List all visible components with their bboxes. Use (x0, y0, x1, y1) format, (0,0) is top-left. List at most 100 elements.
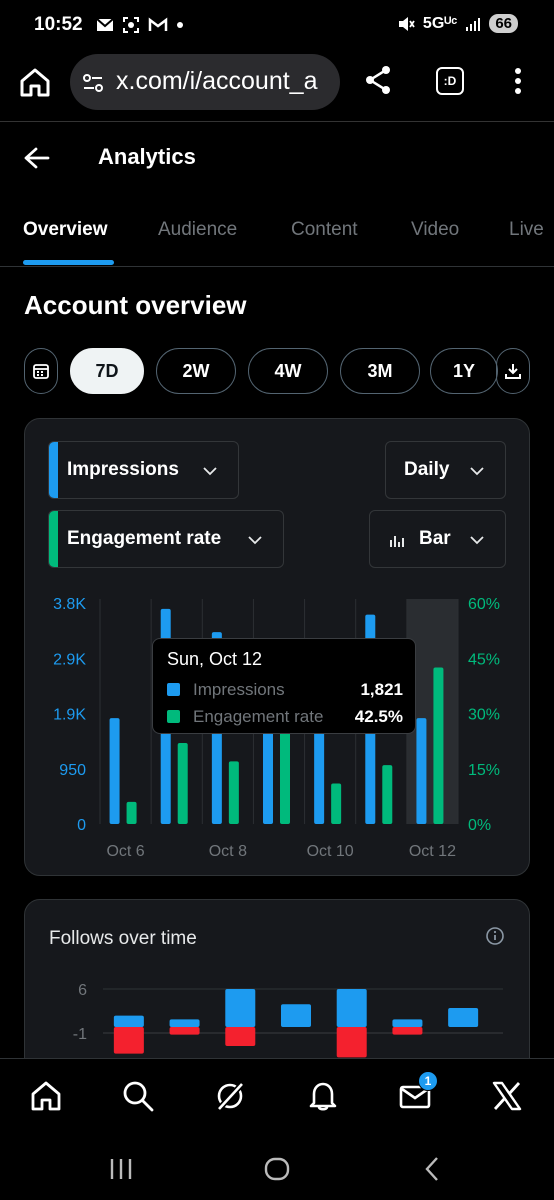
mute-icon (398, 16, 415, 31)
export-button[interactable] (496, 348, 530, 394)
gmail-icon (148, 17, 168, 31)
metric1-color-stripe (49, 442, 58, 498)
tooltip-series-name: Impressions (193, 680, 285, 699)
range-7d-button[interactable]: 7D (70, 348, 144, 394)
range-4w-button[interactable]: 4W (248, 348, 328, 394)
back-arrow-icon[interactable] (22, 146, 50, 170)
follows-bar (336, 989, 367, 1027)
y-tick-label: 6 (78, 982, 87, 999)
range-2w-button[interactable]: 2W (156, 348, 236, 394)
x-tick-label: Oct 12 (409, 843, 456, 860)
unfollows-bar (169, 1027, 200, 1035)
engagement-bar (280, 713, 290, 824)
metric2-color-stripe (49, 511, 58, 567)
y-right-tick-label: 30% (468, 707, 500, 724)
share-icon[interactable] (362, 64, 394, 96)
download-icon (505, 364, 521, 379)
chevron-down-icon (248, 536, 262, 545)
y-left-tick-label: 950 (59, 762, 86, 779)
info-icon[interactable] (485, 926, 505, 946)
chart-type-dropdown[interactable]: Bar (369, 510, 506, 568)
browser-toolbar: x.com/i/account_a :D (0, 52, 554, 122)
analytics-tabs: Overview Audience Content Video Live (0, 200, 554, 267)
impressions-bar (416, 718, 427, 824)
back-button-icon[interactable] (418, 1154, 448, 1184)
follows-bar (392, 1019, 423, 1027)
chart-type-label: Bar (419, 528, 451, 549)
engagement-bar (331, 783, 342, 824)
bar-chart-icon (390, 536, 404, 547)
tooltip-row-impressions: Impressions 1,821 (167, 679, 403, 701)
calendar-icon (33, 364, 49, 379)
interval-dropdown[interactable]: Daily (385, 441, 506, 499)
nav-search-icon[interactable] (121, 1079, 155, 1113)
y-right-tick-label: 15% (468, 762, 500, 779)
messages-badge: 1 (418, 1071, 438, 1091)
status-time: 10:52 (34, 14, 83, 35)
nav-grok-icon[interactable] (213, 1079, 247, 1113)
x-tick-label: Oct 8 (209, 843, 247, 860)
section-title: Account overview (24, 290, 247, 320)
follows-card: Follows over time 6 -1 (24, 899, 530, 1079)
tooltip-series-name: Engagement rate (193, 707, 324, 726)
y-right-tick-label: 45% (468, 651, 500, 668)
more-menu-icon[interactable] (510, 66, 526, 96)
chevron-down-icon (203, 467, 217, 476)
screenshot-icon (123, 17, 139, 33)
tab-live[interactable]: Live (509, 219, 544, 240)
y-tick-label: -1 (73, 1026, 87, 1043)
date-picker-button[interactable] (24, 348, 58, 394)
url-text[interactable]: x.com/i/account_a (116, 67, 318, 95)
engagement-bar (433, 667, 444, 824)
range-3m-button[interactable]: 3M (340, 348, 420, 394)
status-bar: 10:52 5Gᵁᶜ 66 (0, 0, 554, 52)
metric1-dropdown[interactable]: Impressions (48, 441, 239, 499)
tooltip-date: Sun, Oct 12 (167, 649, 263, 669)
metric2-dropdown[interactable]: Engagement rate (48, 510, 284, 568)
site-settings-icon[interactable] (82, 72, 104, 94)
dot-icon (177, 22, 183, 28)
tab-audience[interactable]: Audience (158, 219, 238, 240)
engagement-bar (126, 801, 137, 824)
tooltip-series-value: 1,821 (360, 680, 403, 699)
nav-x-logo-icon[interactable] (490, 1079, 524, 1113)
url-bar[interactable]: x.com/i/account_a (70, 54, 340, 110)
active-tab-indicator (23, 260, 114, 265)
x-tick-label: Oct 10 (307, 843, 354, 860)
y-left-tick-label: 2.9K (53, 651, 86, 668)
nav-notifications-icon[interactable] (306, 1079, 340, 1113)
y-left-tick-label: 3.8K (53, 596, 86, 613)
follows-chart[interactable]: 6 -1 (25, 900, 530, 1079)
nav-home-icon[interactable] (29, 1079, 63, 1113)
page-title: Analytics (98, 144, 196, 169)
tab-overview[interactable]: Overview (23, 219, 108, 240)
chevron-down-icon (470, 536, 484, 545)
nav-messages-icon[interactable] (398, 1079, 432, 1113)
y-right-tick-label: 60% (468, 596, 500, 613)
tab-switcher-button[interactable]: :D (436, 67, 464, 95)
battery-level: 66 (489, 14, 518, 33)
impressions-bar (109, 718, 120, 824)
home-button-icon[interactable] (262, 1154, 292, 1184)
unfollows-bar (225, 1027, 256, 1046)
tooltip-row-engagement: Engagement rate 42.5% (167, 706, 403, 728)
chart-tooltip: Sun, Oct 12 Impressions 1,821 Engagement… (152, 638, 416, 734)
tab-content[interactable]: Content (291, 219, 358, 240)
interval-label: Daily (404, 459, 450, 480)
engagement-bar (228, 761, 239, 824)
metric1-label: Impressions (67, 459, 179, 480)
tooltip-series-value: 42.5% (354, 707, 403, 726)
home-icon[interactable] (18, 65, 52, 99)
chevron-down-icon (470, 467, 484, 476)
app-header: Analytics (0, 122, 554, 192)
signal-icon (466, 17, 481, 31)
follows-bar (281, 1004, 311, 1027)
network-indicator: 5Gᵁᶜ (422, 14, 458, 32)
follows-bar (448, 1008, 479, 1027)
engagement-bar (382, 765, 393, 824)
tab-video[interactable]: Video (411, 219, 460, 240)
recents-icon[interactable] (106, 1154, 136, 1184)
unfollows-bar (392, 1027, 423, 1035)
range-1y-button[interactable]: 1Y (430, 348, 498, 394)
system-navigation (0, 1136, 554, 1200)
